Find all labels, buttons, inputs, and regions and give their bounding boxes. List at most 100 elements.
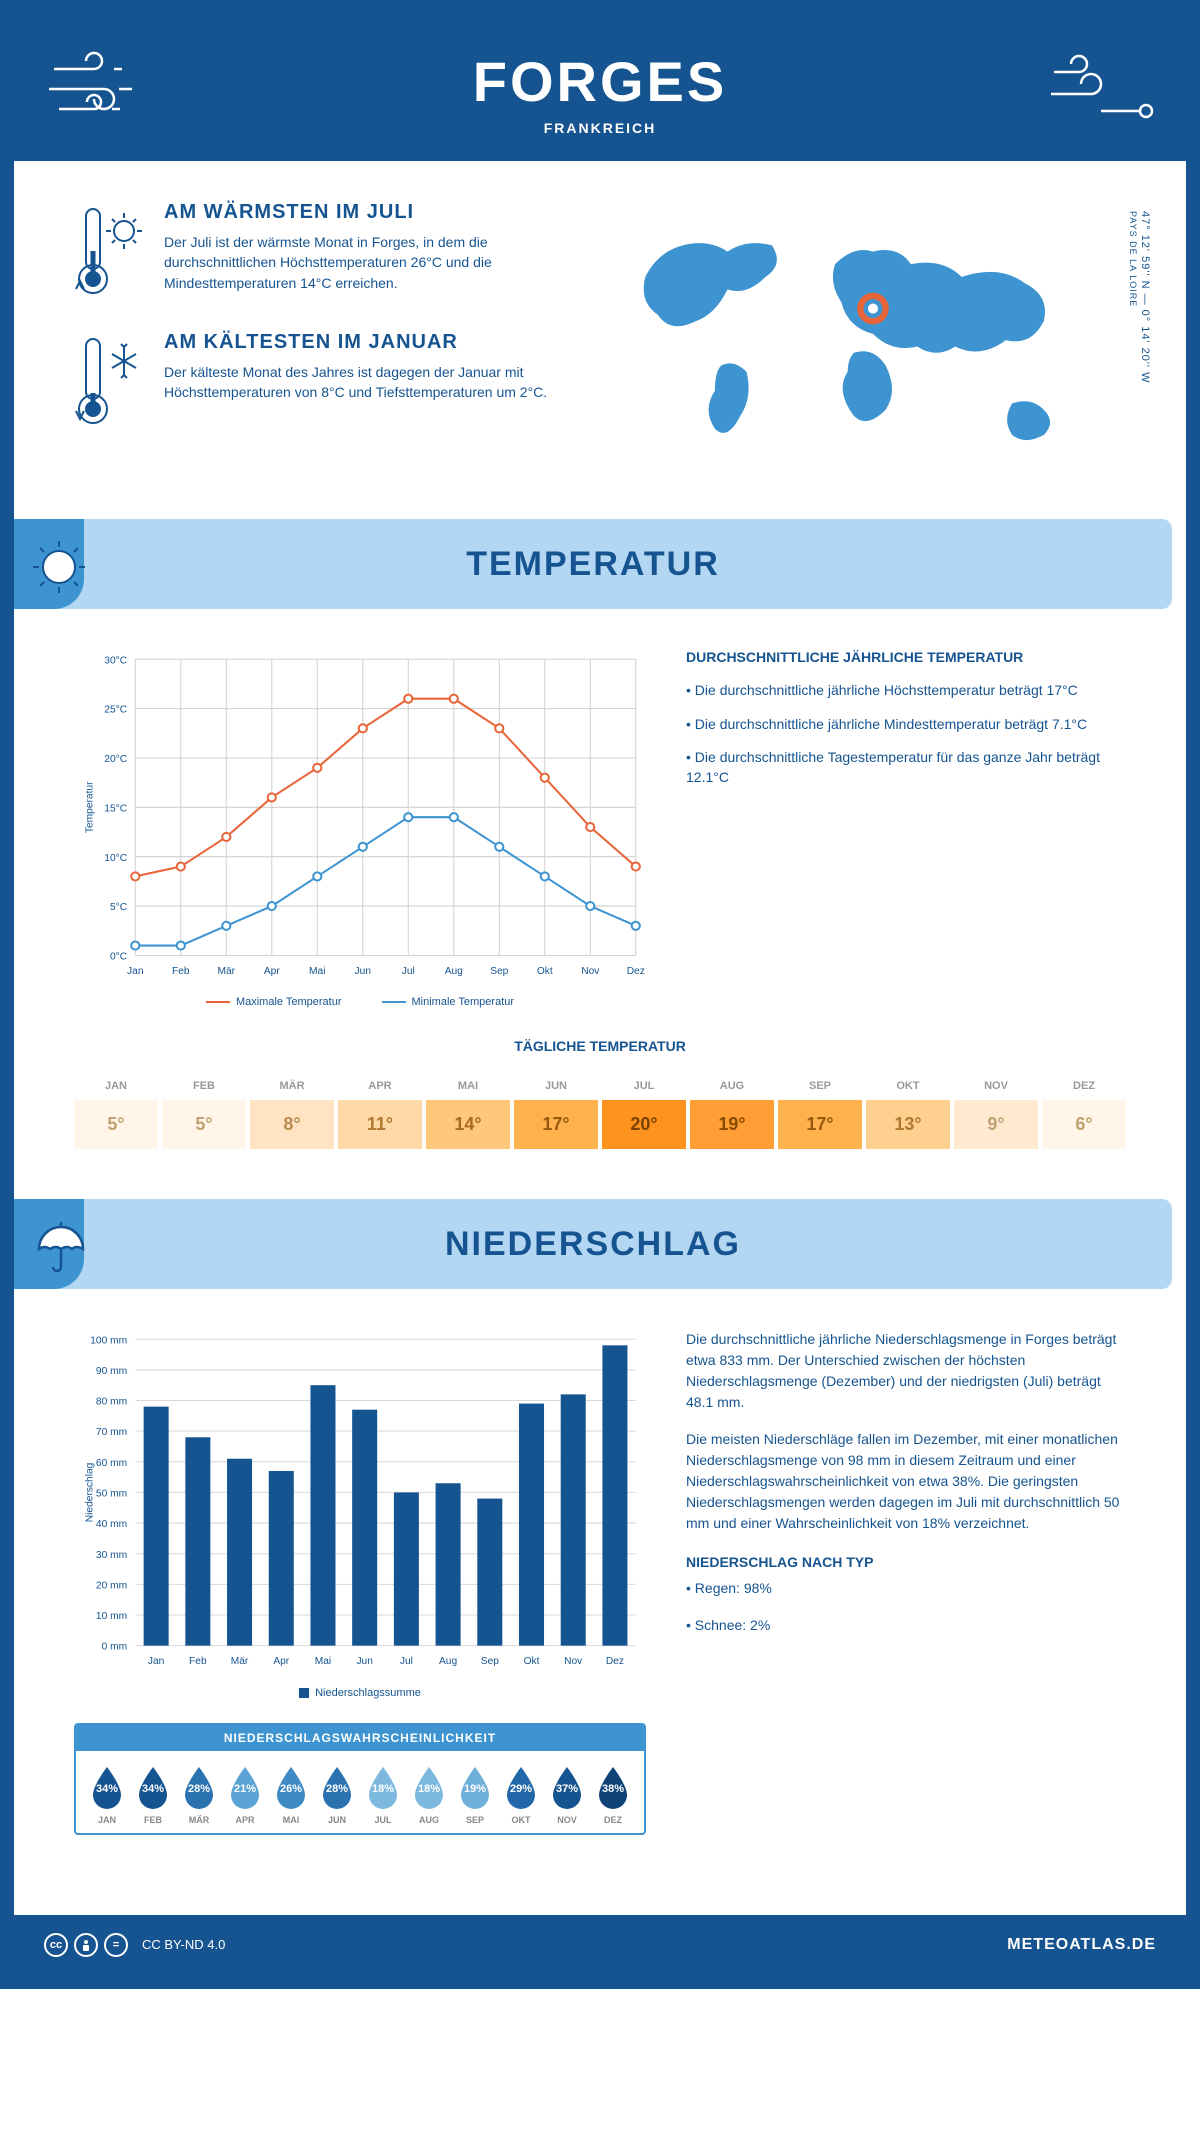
svg-text:Mai: Mai: [309, 966, 325, 977]
prob-cell: 37%NOV: [544, 1763, 590, 1825]
svg-text:0 mm: 0 mm: [102, 1642, 128, 1653]
svg-text:Niederschlag: Niederschlag: [84, 1463, 95, 1523]
prob-cell: 29%OKT: [498, 1763, 544, 1825]
wind-icon: [1046, 49, 1156, 129]
svg-text:Mär: Mär: [231, 1656, 249, 1667]
svg-text:Jun: Jun: [356, 1656, 373, 1667]
svg-text:Apr: Apr: [264, 966, 280, 977]
temp-cell: FEB5°: [162, 1072, 246, 1149]
svg-text:Jan: Jan: [127, 966, 144, 977]
warm-title: AM WÄRMSTEN IM JULI: [164, 201, 580, 224]
svg-text:Jul: Jul: [400, 1656, 413, 1667]
warmest-summary: AM WÄRMSTEN IM JULI Der Juli ist der wär…: [74, 201, 580, 301]
cold-title: AM KÄLTESTEN IM JANUAR: [164, 331, 580, 354]
page-subtitle: FRANKREICH: [44, 120, 1156, 136]
prob-cell: 21%APR: [222, 1763, 268, 1825]
world-map: 47° 12' 59'' N — 0° 14' 20'' WPAYS DE LA…: [620, 201, 1126, 479]
svg-text:Apr: Apr: [273, 1656, 289, 1667]
svg-text:25°C: 25°C: [104, 705, 127, 716]
prob-cell: 28%MÄR: [176, 1763, 222, 1825]
svg-text:Mai: Mai: [315, 1656, 331, 1667]
temp-chart-legend: Maximale Temperatur Minimale Temperatur: [74, 996, 646, 1008]
svg-text:40 mm: 40 mm: [96, 1520, 127, 1531]
svg-text:15°C: 15°C: [104, 804, 127, 815]
svg-text:30°C: 30°C: [104, 656, 127, 667]
nd-icon: =: [104, 1933, 128, 1957]
thermometer-sun-icon: [74, 201, 144, 301]
license-badge: cc = CC BY-ND 4.0: [44, 1933, 225, 1957]
temp-cell: MÄR8°: [250, 1072, 334, 1149]
svg-text:80 mm: 80 mm: [96, 1397, 127, 1408]
temp-cell: SEP17°: [778, 1072, 862, 1149]
cold-text: Der kälteste Monat des Jahres ist dagege…: [164, 362, 580, 403]
prob-cell: 34%FEB: [130, 1763, 176, 1825]
sun-icon: [29, 537, 89, 597]
svg-text:50 mm: 50 mm: [96, 1489, 127, 1500]
svg-text:Jul: Jul: [402, 966, 415, 977]
footer: cc = CC BY-ND 4.0 METEOATLAS.DE: [14, 1915, 1186, 1975]
prob-title: NIEDERSCHLAGSWAHRSCHEINLICHKEIT: [76, 1725, 644, 1751]
umbrella-icon: [29, 1217, 89, 1277]
thermometer-snow-icon: [74, 331, 144, 431]
svg-text:Sep: Sep: [481, 1656, 499, 1667]
prob-cell: 28%JUN: [314, 1763, 360, 1825]
precip-heading: NIEDERSCHLAG: [14, 1199, 1172, 1289]
temp-cell: DEZ6°: [1042, 1072, 1126, 1149]
prob-cell: 18%JUL: [360, 1763, 406, 1825]
precip-chart-legend: Niederschlagssumme: [74, 1687, 646, 1699]
page-title: FORGES: [44, 49, 1156, 114]
svg-text:100 mm: 100 mm: [90, 1336, 127, 1347]
temp-cell: JAN5°: [74, 1072, 158, 1149]
svg-text:Okt: Okt: [524, 1656, 540, 1667]
daily-temp-title: TÄGLICHE TEMPERATUR: [74, 1038, 1126, 1054]
svg-text:10°C: 10°C: [104, 853, 127, 864]
svg-text:Okt: Okt: [537, 966, 553, 977]
svg-text:Sep: Sep: [490, 966, 508, 977]
svg-text:Temperatur: Temperatur: [84, 781, 95, 833]
daily-temp-grid: JAN5°FEB5°MÄR8°APR11°MAI14°JUN17°JUL20°A…: [74, 1072, 1126, 1149]
hero-header: FORGES FRANKREICH: [14, 14, 1186, 161]
temp-cell: MAI14°: [426, 1072, 510, 1149]
svg-text:Dez: Dez: [606, 1656, 624, 1667]
prob-cell: 19%SEP: [452, 1763, 498, 1825]
prob-cell: 34%JAN: [84, 1763, 130, 1825]
prob-cell: 38%DEZ: [590, 1763, 636, 1825]
precip-section-header: NIEDERSCHLAG: [14, 1199, 1172, 1289]
wind-icon: [44, 49, 154, 129]
svg-text:Dez: Dez: [627, 966, 645, 977]
svg-text:Feb: Feb: [172, 966, 190, 977]
temp-cell: AUG19°: [690, 1072, 774, 1149]
by-icon: [74, 1933, 98, 1957]
svg-text:Mär: Mär: [218, 966, 236, 977]
svg-text:Nov: Nov: [564, 1656, 583, 1667]
svg-text:Nov: Nov: [581, 966, 600, 977]
temp-cell: APR11°: [338, 1072, 422, 1149]
precipitation-probability-panel: NIEDERSCHLAGSWAHRSCHEINLICHKEIT 34%JAN34…: [74, 1723, 646, 1835]
temp-cell: JUL20°: [602, 1072, 686, 1149]
temperature-section-header: TEMPERATUR: [14, 519, 1172, 609]
svg-text:5°C: 5°C: [110, 902, 127, 913]
temp-info-text: DURCHSCHNITTLICHE JÄHRLICHE TEMPERATUR •…: [686, 649, 1126, 1008]
svg-text:60 mm: 60 mm: [96, 1458, 127, 1469]
precip-info-text: Die durchschnittliche jährliche Niedersc…: [686, 1329, 1126, 1834]
svg-text:30 mm: 30 mm: [96, 1550, 127, 1561]
svg-text:10 mm: 10 mm: [96, 1611, 127, 1622]
temp-heading: TEMPERATUR: [14, 519, 1172, 609]
svg-text:Jan: Jan: [148, 1656, 165, 1667]
prob-cell: 26%MAI: [268, 1763, 314, 1825]
temperature-line-chart: 0°C5°C10°C15°C20°C25°C30°CJanFebMärAprMa…: [74, 649, 646, 986]
svg-text:90 mm: 90 mm: [96, 1366, 127, 1377]
prob-cell: 18%AUG: [406, 1763, 452, 1825]
temp-cell: NOV9°: [954, 1072, 1038, 1149]
warm-text: Der Juli ist der wärmste Monat in Forges…: [164, 232, 580, 293]
svg-text:Jun: Jun: [355, 966, 372, 977]
svg-text:70 mm: 70 mm: [96, 1428, 127, 1439]
site-name: METEOATLAS.DE: [1007, 1936, 1156, 1954]
svg-text:20°C: 20°C: [104, 754, 127, 765]
coldest-summary: AM KÄLTESTEN IM JANUAR Der kälteste Mona…: [74, 331, 580, 431]
svg-text:Aug: Aug: [445, 966, 463, 977]
svg-text:20 mm: 20 mm: [96, 1581, 127, 1592]
temp-cell: OKT13°: [866, 1072, 950, 1149]
svg-text:Feb: Feb: [189, 1656, 207, 1667]
cc-icon: cc: [44, 1933, 68, 1957]
